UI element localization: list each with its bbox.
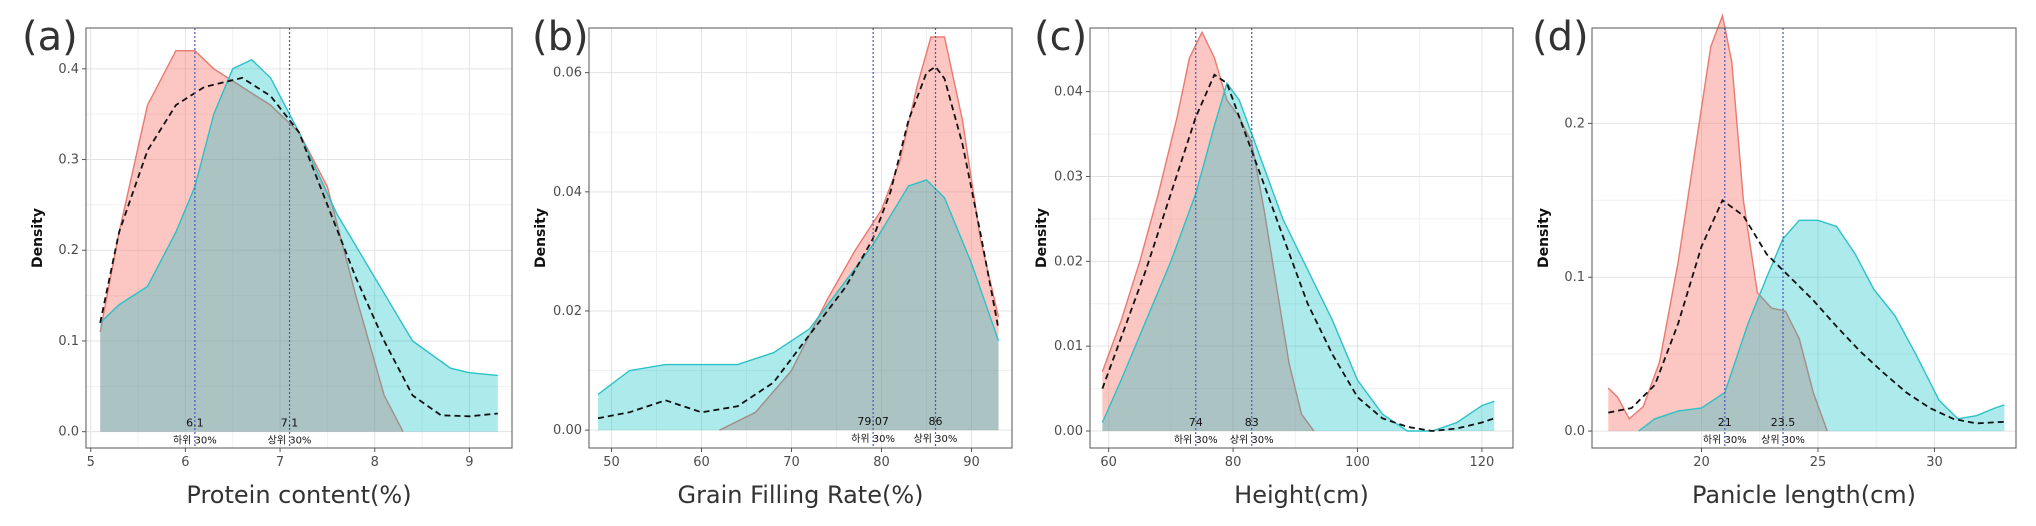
y-tick-label: 0.04 — [1054, 85, 1083, 100]
x-tick-label: 9 — [465, 455, 473, 470]
y-tick-label: 0.06 — [553, 66, 582, 81]
threshold-value-label: 21 — [1718, 416, 1732, 429]
overall-density-line — [597, 65, 1000, 420]
threshold-group-label: 하위 30% — [851, 432, 895, 445]
plot-background — [86, 28, 512, 448]
lower-density-line — [719, 36, 1000, 431]
threshold-group-label: 상위 30% — [268, 434, 312, 447]
lower-density-area — [719, 36, 999, 431]
x-tick-label: 8 — [371, 455, 379, 470]
plot-border — [588, 27, 1013, 449]
panel-3: 74 하위 30% 83 상위 30% 60 80 100 120 0.00 0.01 0.02 0.… — [1034, 14, 1514, 509]
x-tick-label: 5 — [87, 455, 95, 470]
panel-2: 79.07 하위 30% 86 상위 30% 50 60 70 80 90 0.00 0.02 0.0… — [532, 14, 1013, 509]
x-tick-label: 25 — [1810, 455, 1827, 470]
threshold-value-label: 74 — [1189, 416, 1203, 429]
y-axis-label: Density — [1034, 208, 1050, 268]
y-axis-label: Density — [1536, 208, 1552, 268]
threshold-group-label: 상위 30% — [1761, 433, 1805, 446]
panel-letter: (d) — [1532, 14, 1589, 60]
panel-1: 6.1 하위 30% 7.1 상위 30% 5 6 7 8 9 0.0 0.1 0.2 0.3 0.4 De… — [22, 14, 513, 509]
threshold-group-label: 하위 30% — [173, 434, 217, 447]
x-tick-label: 100 — [1345, 455, 1370, 470]
panel-4: 21 하위 30% 23.5 상위 30% 20 25 30 0.0 0.1 0.2 Density… — [1532, 13, 2017, 509]
threshold-value-label: 86 — [929, 415, 943, 428]
lower-density-line — [1607, 13, 1828, 432]
plot-border — [1591, 27, 2017, 449]
y-tick-label: 0.00 — [553, 423, 582, 438]
y-tick-label: 0.0 — [58, 425, 79, 440]
y-tick-label: 0.4 — [58, 62, 79, 77]
y-tick-label: 0.01 — [1054, 339, 1083, 354]
upper-density-line — [1638, 219, 2005, 432]
plot-background — [1090, 28, 1513, 448]
y-tick-label: 0.02 — [553, 304, 582, 319]
panel-letter: (a) — [22, 14, 78, 60]
x-tick-label: 80 — [1225, 455, 1242, 470]
y-tick-label: 0.00 — [1054, 424, 1083, 439]
x-tick-label: 60 — [693, 455, 710, 470]
upper-density-area — [100, 59, 498, 432]
upper-density-line — [597, 179, 1000, 395]
lower-density-area — [1608, 15, 1828, 432]
upper-density-line — [99, 58, 498, 377]
y-axis-label: Density — [30, 208, 46, 268]
y-tick-label: 0.03 — [1054, 169, 1083, 184]
y-tick-label: 0.3 — [58, 153, 79, 168]
threshold-group-label: 상위 30% — [1230, 433, 1274, 446]
upper-density-area — [598, 179, 999, 431]
x-tick-label: 30 — [1926, 455, 1943, 470]
x-tick-label: 90 — [963, 455, 980, 470]
x-axis-label: Panicle length(cm) — [1692, 481, 1916, 509]
y-tick-label: 0.1 — [1564, 270, 1585, 285]
upper-density-area — [1102, 83, 1495, 431]
y-tick-label: 0.0 — [1564, 424, 1585, 439]
y-tick-label: 0.2 — [58, 243, 79, 258]
plot-border — [1089, 27, 1514, 449]
panel-letter: (c) — [1034, 14, 1087, 60]
overall-density-line — [1101, 73, 1495, 432]
threshold-value-label: 7.1 — [281, 417, 299, 430]
x-tick-label: 7 — [276, 455, 284, 470]
y-tick-label: 0.02 — [1054, 254, 1083, 269]
threshold-group-label: 하위 30% — [1703, 433, 1747, 446]
threshold-group-label: 상위 30% — [914, 432, 958, 445]
plot-border — [85, 27, 513, 449]
y-tick-label: 0.2 — [1564, 116, 1585, 131]
x-tick-label: 60 — [1100, 455, 1117, 470]
threshold-value-label: 6.1 — [186, 417, 204, 430]
y-tick-label: 0.04 — [553, 185, 582, 200]
y-axis-label: Density — [533, 208, 549, 268]
x-axis-label: Height(cm) — [1234, 481, 1369, 509]
lower-density-line — [99, 50, 404, 433]
threshold-value-label: 79.07 — [857, 415, 889, 428]
x-tick-label: 50 — [603, 455, 620, 470]
x-tick-label: 70 — [783, 455, 800, 470]
lower-density-area — [1102, 32, 1314, 431]
threshold-value-label: 23.5 — [1771, 416, 1796, 429]
threshold-value-label: 83 — [1245, 416, 1259, 429]
x-tick-label: 120 — [1469, 455, 1494, 470]
x-axis-label: Grain Filling Rate(%) — [677, 481, 923, 509]
overall-density-line — [99, 76, 498, 418]
overall-density-line — [1608, 198, 2005, 425]
x-tick-label: 6 — [181, 455, 189, 470]
threshold-group-label: 하위 30% — [1174, 433, 1218, 446]
x-axis-label: Protein content(%) — [186, 481, 411, 509]
plot-background — [589, 28, 1012, 448]
y-tick-label: 0.1 — [58, 334, 79, 349]
lower-density-area — [100, 50, 404, 432]
x-tick-label: 20 — [1693, 455, 1710, 470]
x-tick-label: 80 — [873, 455, 890, 470]
plot-background — [1592, 28, 2016, 448]
panel-letter: (b) — [532, 14, 589, 60]
